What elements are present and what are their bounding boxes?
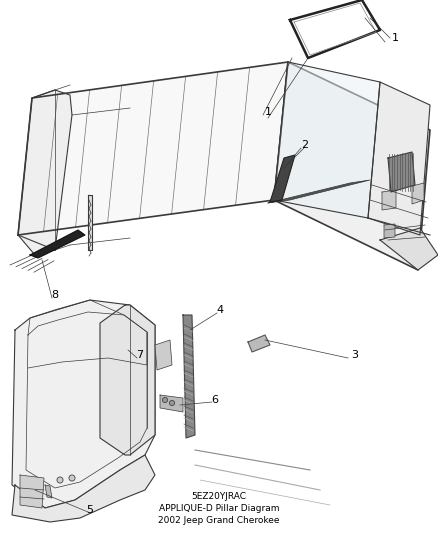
Text: 2002 Jeep Grand Cherokee: 2002 Jeep Grand Cherokee bbox=[158, 516, 280, 525]
Polygon shape bbox=[12, 300, 155, 508]
Polygon shape bbox=[384, 224, 395, 238]
Text: 3: 3 bbox=[352, 350, 358, 360]
Polygon shape bbox=[12, 455, 155, 522]
Polygon shape bbox=[20, 475, 44, 508]
Polygon shape bbox=[100, 305, 155, 455]
Polygon shape bbox=[270, 155, 295, 202]
Text: 8: 8 bbox=[51, 290, 59, 300]
Text: 5EZ20YJRAC: 5EZ20YJRAC bbox=[191, 492, 247, 501]
Text: 1: 1 bbox=[392, 33, 399, 43]
Polygon shape bbox=[155, 340, 172, 370]
Circle shape bbox=[162, 398, 167, 402]
Polygon shape bbox=[268, 180, 370, 203]
Text: 2: 2 bbox=[301, 140, 308, 150]
Circle shape bbox=[170, 400, 174, 406]
Polygon shape bbox=[368, 82, 430, 235]
Polygon shape bbox=[380, 228, 438, 270]
Text: 6: 6 bbox=[212, 395, 219, 405]
Polygon shape bbox=[18, 90, 72, 255]
Polygon shape bbox=[160, 395, 183, 412]
Text: 1: 1 bbox=[265, 107, 272, 117]
Circle shape bbox=[57, 477, 63, 483]
Polygon shape bbox=[88, 195, 92, 250]
Polygon shape bbox=[183, 315, 195, 438]
Text: 7: 7 bbox=[137, 350, 144, 360]
Polygon shape bbox=[412, 183, 424, 204]
Text: 5: 5 bbox=[86, 505, 93, 515]
Polygon shape bbox=[45, 485, 52, 498]
Polygon shape bbox=[382, 190, 396, 210]
Polygon shape bbox=[248, 335, 270, 352]
Circle shape bbox=[69, 475, 75, 481]
Polygon shape bbox=[274, 62, 380, 218]
Polygon shape bbox=[388, 152, 415, 192]
Polygon shape bbox=[18, 62, 288, 235]
Text: APPLIQUE-D Pillar Diagram: APPLIQUE-D Pillar Diagram bbox=[159, 504, 279, 513]
Polygon shape bbox=[274, 62, 430, 270]
Text: 4: 4 bbox=[216, 305, 223, 315]
Polygon shape bbox=[30, 230, 85, 258]
